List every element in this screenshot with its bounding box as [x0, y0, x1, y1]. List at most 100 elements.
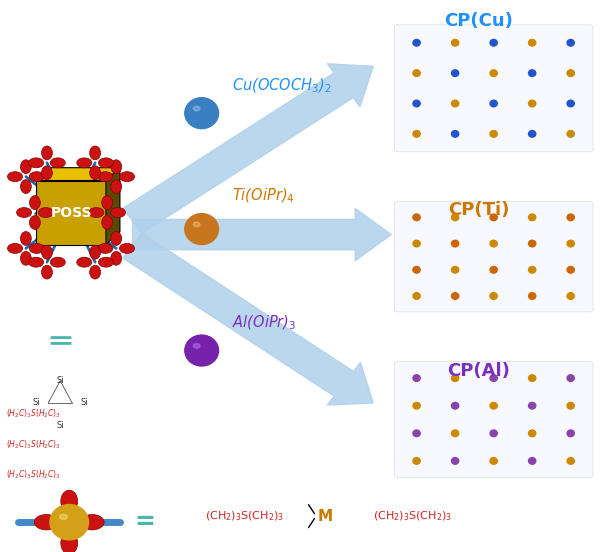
Text: Si: Si [57, 421, 64, 429]
Circle shape [50, 505, 88, 540]
FancyArrow shape [123, 233, 373, 405]
Circle shape [529, 214, 536, 221]
Circle shape [567, 293, 574, 299]
Ellipse shape [111, 180, 122, 194]
Circle shape [490, 293, 497, 299]
Ellipse shape [20, 160, 31, 173]
Ellipse shape [61, 532, 78, 552]
Ellipse shape [20, 252, 31, 265]
Polygon shape [36, 168, 120, 181]
Circle shape [452, 267, 459, 273]
Circle shape [567, 40, 574, 46]
Ellipse shape [119, 172, 134, 182]
Ellipse shape [119, 243, 134, 253]
Ellipse shape [29, 195, 40, 209]
Ellipse shape [102, 195, 113, 209]
Circle shape [413, 131, 420, 137]
Circle shape [529, 40, 536, 46]
Circle shape [452, 40, 459, 46]
Circle shape [529, 240, 536, 247]
Circle shape [567, 402, 574, 409]
Circle shape [413, 70, 420, 77]
Circle shape [529, 402, 536, 409]
Ellipse shape [110, 208, 125, 217]
Circle shape [490, 70, 497, 77]
Circle shape [413, 402, 420, 409]
Ellipse shape [98, 172, 113, 182]
Ellipse shape [29, 172, 45, 182]
Circle shape [490, 240, 497, 247]
Text: $\bf{M}$: $\bf{M}$ [317, 508, 333, 524]
Ellipse shape [7, 243, 22, 253]
Text: Cu(OCOCH$_3$)$_2$: Cu(OCOCH$_3$)$_2$ [232, 76, 332, 95]
Circle shape [452, 293, 459, 299]
Ellipse shape [60, 514, 67, 519]
Circle shape [490, 267, 497, 273]
Ellipse shape [20, 232, 31, 245]
Ellipse shape [77, 158, 92, 168]
Circle shape [529, 293, 536, 299]
Ellipse shape [98, 158, 113, 168]
Ellipse shape [7, 172, 22, 182]
Ellipse shape [90, 245, 101, 259]
Circle shape [567, 458, 574, 464]
FancyArrow shape [123, 63, 373, 233]
FancyBboxPatch shape [394, 362, 593, 477]
Ellipse shape [42, 245, 52, 259]
Ellipse shape [98, 243, 113, 253]
Circle shape [452, 458, 459, 464]
Circle shape [413, 214, 420, 221]
Circle shape [490, 214, 497, 221]
Circle shape [490, 458, 497, 464]
Ellipse shape [98, 257, 113, 267]
Ellipse shape [16, 208, 31, 217]
Circle shape [490, 430, 497, 437]
Circle shape [529, 458, 536, 464]
Circle shape [490, 100, 497, 107]
Circle shape [529, 430, 536, 437]
Text: Si: Si [81, 399, 88, 407]
Ellipse shape [90, 146, 101, 160]
Ellipse shape [50, 158, 65, 168]
Text: ═: ═ [50, 326, 70, 359]
Ellipse shape [111, 232, 122, 245]
Circle shape [567, 70, 574, 77]
Circle shape [567, 100, 574, 107]
Circle shape [529, 131, 536, 137]
Circle shape [567, 240, 574, 247]
Circle shape [413, 375, 420, 381]
Circle shape [452, 70, 459, 77]
Circle shape [452, 214, 459, 221]
Circle shape [413, 430, 420, 437]
Circle shape [529, 267, 536, 273]
Ellipse shape [50, 257, 65, 267]
Text: =: = [134, 509, 155, 534]
Ellipse shape [193, 106, 200, 111]
Circle shape [452, 240, 459, 247]
Circle shape [413, 293, 420, 299]
Circle shape [567, 267, 574, 273]
Text: Al(O$i$Pr)$_3$: Al(O$i$Pr)$_3$ [232, 314, 296, 332]
Text: Si: Si [33, 399, 40, 407]
Circle shape [413, 100, 420, 107]
Circle shape [452, 375, 459, 381]
Ellipse shape [80, 514, 104, 530]
Circle shape [185, 335, 219, 366]
Circle shape [529, 375, 536, 381]
Ellipse shape [29, 243, 45, 253]
Circle shape [490, 375, 497, 381]
Text: $(H_2C)_3S(H_2C)_3$: $(H_2C)_3S(H_2C)_3$ [6, 469, 61, 481]
Circle shape [452, 131, 459, 137]
Circle shape [567, 430, 574, 437]
Circle shape [567, 131, 574, 137]
Circle shape [452, 100, 459, 107]
Text: Ti(O$i$Pr)$_4$: Ti(O$i$Pr)$_4$ [232, 187, 294, 205]
Text: POSS: POSS [51, 205, 92, 220]
Ellipse shape [89, 208, 104, 217]
Text: CP(Al): CP(Al) [447, 362, 510, 380]
Circle shape [452, 430, 459, 437]
Ellipse shape [61, 490, 78, 512]
Circle shape [413, 267, 420, 273]
Polygon shape [106, 168, 120, 245]
Ellipse shape [29, 216, 40, 230]
